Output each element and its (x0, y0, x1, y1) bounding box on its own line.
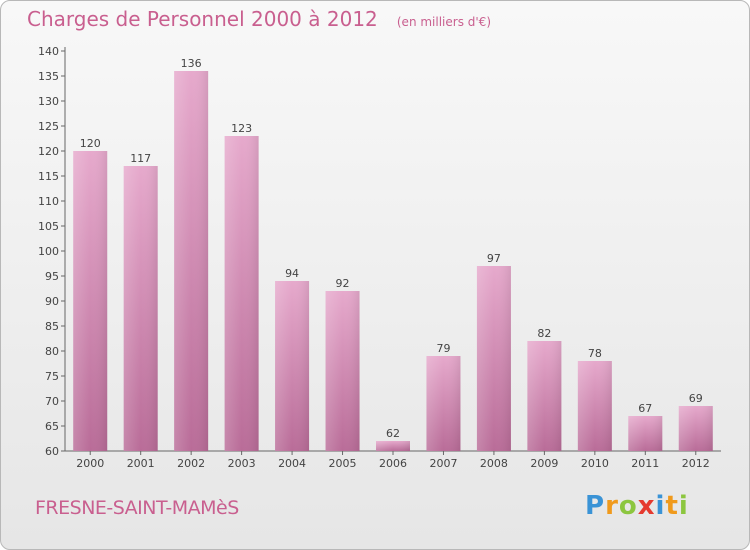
bar-value-label: 79 (436, 342, 450, 355)
chart-title: Charges de Personnel 2000 à 2012 (27, 7, 378, 31)
y-tick-label: 80 (45, 345, 59, 358)
x-tick-label: 2006 (379, 457, 407, 470)
x-tick-label: 2003 (228, 457, 256, 470)
x-tick-label: 2004 (278, 457, 306, 470)
x-tick-label: 2010 (581, 457, 609, 470)
bar-value-label: 82 (537, 327, 551, 340)
y-tick-label: 65 (45, 420, 59, 433)
bar-shade (476, 266, 511, 451)
y-tick-label: 105 (38, 220, 59, 233)
x-axis: 2000 2001 2002 2003 2004 2005 2006 2007 2008 2009… (65, 450, 721, 470)
y-tick-label: 90 (45, 295, 59, 308)
y-tick-label: 60 (45, 445, 59, 458)
title-row: Charges de Personnel 2000 à 2012 (en mil… (27, 7, 491, 31)
x-tick-label: 2000 (76, 457, 104, 470)
brand-logo: Proxiti (585, 491, 689, 521)
y-tick-label: 125 (38, 120, 59, 133)
bar-value-label: 78 (588, 347, 602, 360)
bar-shade (527, 341, 562, 451)
x-tick-label: 2008 (480, 457, 508, 470)
bar-value-label: 120 (80, 137, 101, 150)
y-tick-label: 120 (38, 145, 59, 158)
x-tick-label: 2007 (429, 457, 457, 470)
y-tick-label: 115 (38, 170, 59, 183)
bar-shade (73, 151, 108, 451)
bars: 120 117 136 123 94 92 62 79 97 82 78 67 69 (73, 57, 713, 451)
bar-shade (628, 416, 663, 451)
y-tick-label: 110 (38, 195, 59, 208)
bar-shade (577, 361, 612, 451)
y-tick-label: 85 (45, 320, 59, 333)
x-tick-label: 2001 (127, 457, 155, 470)
bar-value-label: 92 (336, 277, 350, 290)
x-tick-label: 2009 (530, 457, 558, 470)
brand-logo-letter: t (665, 491, 679, 521)
brand-logo-letter: P (585, 491, 606, 521)
brand-logo-letter: r (605, 491, 619, 521)
bar-shade (123, 166, 158, 451)
x-tick-label: 2002 (177, 457, 205, 470)
y-tick-label: 100 (38, 245, 59, 258)
chart-subtitle: (en milliers d'€) (396, 15, 491, 29)
bar-value-label: 67 (638, 402, 652, 415)
y-tick-label: 130 (38, 95, 59, 108)
bar-shade (275, 281, 310, 451)
bar-value-label: 69 (689, 392, 703, 405)
bar-shade (426, 356, 461, 451)
bar-value-label: 123 (231, 122, 252, 135)
bar-shade (224, 136, 259, 451)
bar-value-label: 136 (181, 57, 202, 70)
y-tick-label: 95 (45, 270, 59, 283)
y-tick-label: 70 (45, 395, 59, 408)
brand-logo-letter: i (655, 491, 666, 521)
x-tick-label: 2012 (682, 457, 710, 470)
bar-shade (325, 291, 360, 451)
y-tick-label: 75 (45, 370, 59, 383)
bar-value-label: 62 (386, 427, 400, 440)
brand-logo-letter: x (637, 491, 656, 521)
bar-shade (678, 406, 713, 451)
brand-logo-letter: o (618, 491, 638, 521)
bar-value-label: 117 (130, 152, 151, 165)
bar-shade (174, 71, 209, 451)
location-name: FRESNE-SAINT-MAMèS (35, 497, 239, 519)
bar-value-label: 97 (487, 252, 501, 265)
y-tick-label: 135 (38, 70, 59, 83)
x-tick-label: 2005 (329, 457, 357, 470)
y-tick-label: 140 (38, 45, 59, 58)
bar-shade (376, 441, 410, 451)
bar-value-label: 94 (285, 267, 299, 280)
brand-logo-letter: i (678, 491, 689, 521)
y-axis: 60 65 70 75 80 85 90 95 100 105 110 115 120 125 130 135… (38, 45, 66, 458)
x-tick-label: 2011 (631, 457, 659, 470)
